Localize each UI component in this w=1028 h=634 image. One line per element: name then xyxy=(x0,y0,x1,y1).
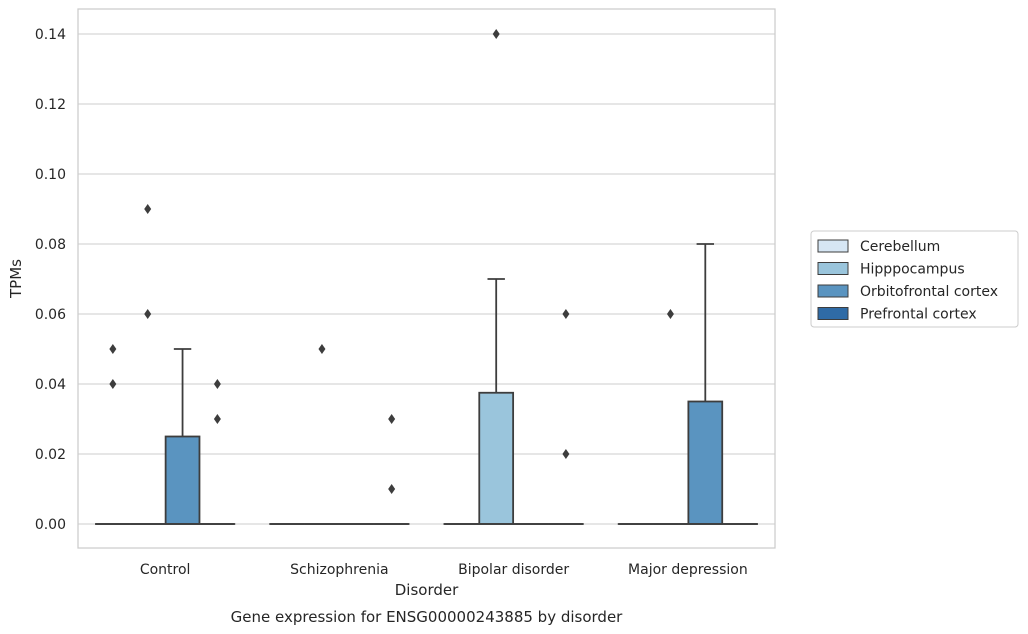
y-tick-label: 0.02 xyxy=(35,447,66,463)
outlier-point xyxy=(388,414,396,424)
x-tick-label: Bipolar disorder xyxy=(458,562,569,578)
legend-frame xyxy=(810,230,1019,328)
legend: Cerebellum Hipppocampus Orbitofrontal cort… xyxy=(810,230,1019,328)
box-hipppocampus xyxy=(652,309,689,525)
y-axis-ticks: 0.00 0.02 0.04 0.06 0.08 0.10 0.12 0.14 xyxy=(35,27,66,533)
outlier-point xyxy=(213,379,221,389)
y-tick-label: 0.12 xyxy=(35,97,66,113)
y-axis-label: TPMs xyxy=(7,259,25,299)
outlier-point xyxy=(109,344,117,354)
box xyxy=(478,391,515,525)
legend-swatch xyxy=(817,239,849,253)
legend-label: Orbitofrontal cortex xyxy=(860,284,998,300)
y-tick-label: 0.14 xyxy=(35,27,66,43)
legend-swatch xyxy=(817,284,849,298)
outlier-point xyxy=(144,204,152,214)
x-tick-label: Schizophrenia xyxy=(290,562,388,578)
legend-swatch xyxy=(817,307,849,320)
outlier-point xyxy=(492,29,500,39)
box-cerebellum xyxy=(95,344,131,525)
box-hipppocampus xyxy=(304,344,340,525)
box-hipppocampus xyxy=(129,204,166,525)
legend-label: Hipppocampus xyxy=(860,262,965,278)
outlier-point xyxy=(562,449,570,459)
box-orbitofrontal-cortex xyxy=(164,348,201,525)
outlier-point xyxy=(144,309,152,319)
box xyxy=(687,400,724,525)
box-prefrontal-cortex xyxy=(548,309,584,525)
chart-caption: Gene expression for ENSG00000243885 by d… xyxy=(231,608,624,626)
outlier-point xyxy=(213,414,221,424)
x-tick-label: Control xyxy=(140,562,191,578)
legend-label: Cerebellum xyxy=(860,239,940,255)
x-axis-label: Disorder xyxy=(395,581,459,599)
outlier-point xyxy=(666,309,674,319)
box-orbitofrontal-cortex xyxy=(687,243,724,525)
y-tick-label: 0.00 xyxy=(35,517,66,533)
outlier-point xyxy=(318,344,326,354)
outlier-point xyxy=(562,309,570,319)
legend-label: Prefrontal cortex xyxy=(860,307,977,323)
y-tick-label: 0.08 xyxy=(35,237,66,253)
box-hipppocampus xyxy=(478,29,515,525)
box-prefrontal-cortex xyxy=(199,379,236,525)
y-tick-label: 0.04 xyxy=(35,377,66,393)
y-tick-label: 0.06 xyxy=(35,307,66,323)
outlier-point xyxy=(109,379,117,389)
y-tick-label: 0.10 xyxy=(35,167,66,183)
plot-frame xyxy=(77,8,776,549)
legend-swatch xyxy=(817,262,849,275)
box xyxy=(164,435,201,525)
box-prefrontal-cortex xyxy=(373,414,410,525)
x-axis-ticks: Control Schizophrenia Bipolar disorder Majo… xyxy=(140,562,748,578)
boxes-layer xyxy=(95,29,758,525)
outlier-point xyxy=(388,484,396,494)
x-tick-label: Major depression xyxy=(628,562,748,578)
